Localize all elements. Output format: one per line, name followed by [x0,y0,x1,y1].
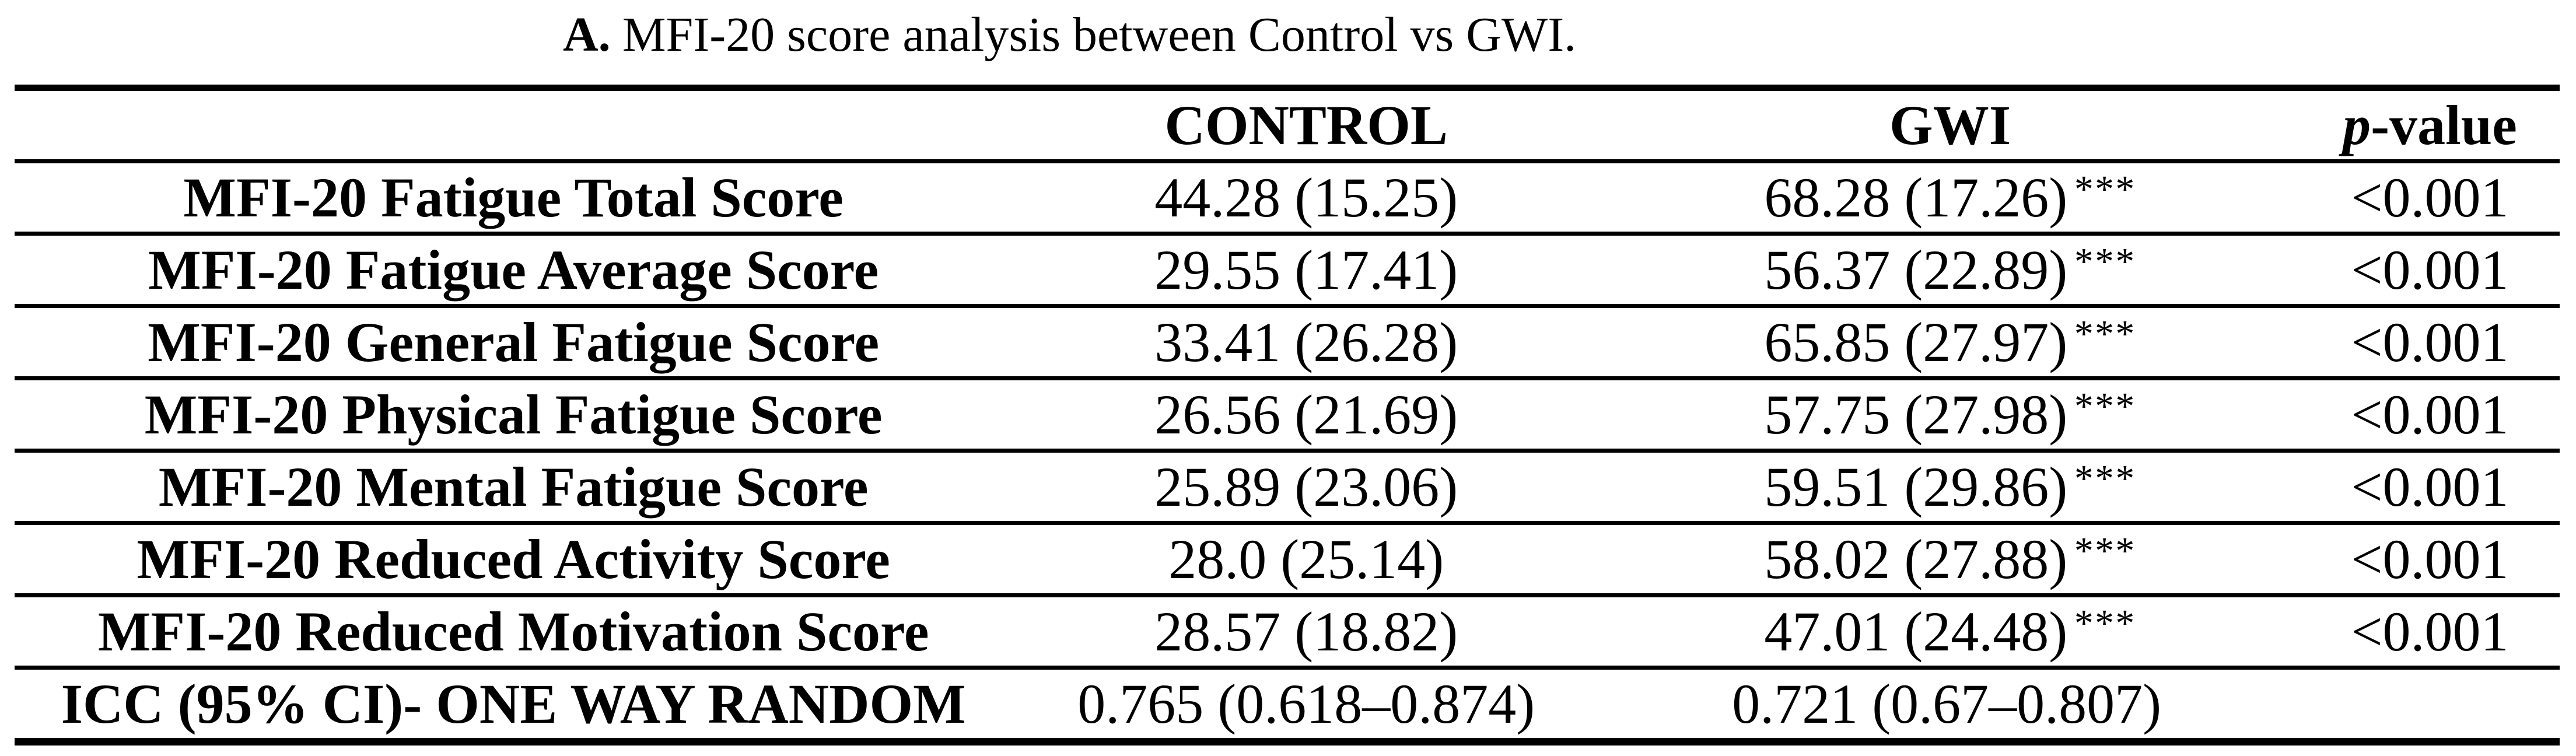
control-value: 28.0 (25.14) [1012,523,1601,597]
table-row: MFI-20 Reduced Activity Score 28.0 (25.1… [15,523,2560,597]
gwi-value: 47.01 (24.48) *** [1600,595,2300,670]
table-container: CONTROL GWI p-value MFI-20 Fatigue Total… [15,85,2560,746]
control-value: 33.41 (26.28) [1012,306,1601,380]
table-row: MFI-20 Fatigue Total Score 44.28 (15.25)… [15,161,2560,236]
caption-label: A. [563,8,611,62]
table-row: MFI-20 Physical Fatigue Score 26.56 (21.… [15,378,2560,453]
significance-stars: *** [2074,386,2136,428]
p-value: <0.001 [2300,161,2560,236]
header-control: CONTROL [1012,88,1601,163]
p-value: <0.001 [2300,450,2560,525]
header-measure [15,88,1013,163]
table-row: MFI-20 Mental Fatigue Score 25.89 (23.06… [15,450,2560,525]
control-value: 26.56 (21.69) [1012,378,1601,453]
gwi-mean-sd: 57.75 (27.98) [1764,383,2068,446]
control-value: 25.89 (23.06) [1012,450,1601,525]
p-value: <0.001 [2300,233,2560,308]
gwi-mean-sd: 68.28 (17.26) [1764,166,2068,229]
gwi-value: 68.28 (17.26) *** [1600,161,2300,236]
table-row: MFI-20 Reduced Motivation Score 28.57 (1… [15,595,2560,670]
row-label: MFI-20 General Fatigue Score [15,306,1013,380]
header-gwi: GWI [1600,88,2300,163]
gwi-mean-sd: 56.37 (22.89) [1764,239,2068,301]
control-value: 28.57 (18.82) [1012,595,1601,670]
gwi-value: 56.37 (22.89) *** [1600,233,2300,308]
header-row: CONTROL GWI p-value [15,88,2560,163]
row-label: MFI-20 Physical Fatigue Score [15,378,1013,453]
results-table: CONTROL GWI p-value MFI-20 Fatigue Total… [15,85,2560,746]
significance-stars: *** [2074,458,2136,501]
row-label: MFI-20 Mental Fatigue Score [15,450,1013,525]
row-label: MFI-20 Fatigue Average Score [15,233,1013,308]
p-value: <0.001 [2300,523,2560,597]
table-caption: A. MFI-20 score analysis between Control … [563,7,1576,64]
row-label: ICC (95% CI)- ONE WAY RANDOM [61,673,966,735]
row-label: MFI-20 Fatigue Total Score [15,161,1013,236]
p-value [2300,668,2560,742]
gwi-mean-sd: 58.02 (27.88) [1764,528,2068,590]
table-row: MFI-20 Fatigue Average Score 29.55 (17.4… [15,233,2560,308]
gwi-mean-sd: 59.51 (29.86) [1764,456,2068,518]
gwi-mean-sd: 47.01 (24.48) [1764,600,2068,663]
gwi-value: 58.02 (27.88) *** [1600,523,2300,597]
control-value: 29.55 (17.41) [1012,233,1601,308]
gwi-mean-sd: 65.85 (27.97) [1764,311,2068,373]
gwi-mean-sd: 0.721 (0.67–0.807) [1732,673,2162,735]
gwi-value: 65.85 (27.97) *** [1600,306,2300,380]
caption-text: MFI-20 score analysis between Control vs… [622,8,1577,62]
table-row: MFI-20 General Fatigue Score 33.41 (26.2… [15,306,2560,380]
header-pvalue-p: p [2343,94,2371,156]
p-value: <0.001 [2300,306,2560,380]
significance-stars: *** [2074,313,2136,356]
significance-stars: *** [2074,530,2136,573]
header-pvalue: p-value [2300,88,2560,163]
row-label: MFI-20 Reduced Motivation Score [15,595,1013,670]
significance-stars: *** [2074,603,2136,645]
control-value: 44.28 (15.25) [1012,161,1601,236]
row-label: MFI-20 Reduced Activity Score [15,523,1013,597]
significance-stars: *** [2074,241,2136,284]
p-value: <0.001 [2300,595,2560,670]
gwi-value: 57.75 (27.98) *** [1600,378,2300,453]
p-value: <0.001 [2300,378,2560,453]
header-pvalue-rest: -value [2371,94,2517,156]
control-value: 0.765 (0.618–0.874) [1077,673,1535,735]
gwi-value: 0.721 (0.67–0.807) [1600,668,2300,742]
significance-stars: *** [2074,169,2136,211]
table-row: ICC (95% CI)- ONE WAY RANDOM 0.765 (0.61… [15,668,2560,742]
gwi-value: 59.51 (29.86) *** [1600,450,2300,525]
